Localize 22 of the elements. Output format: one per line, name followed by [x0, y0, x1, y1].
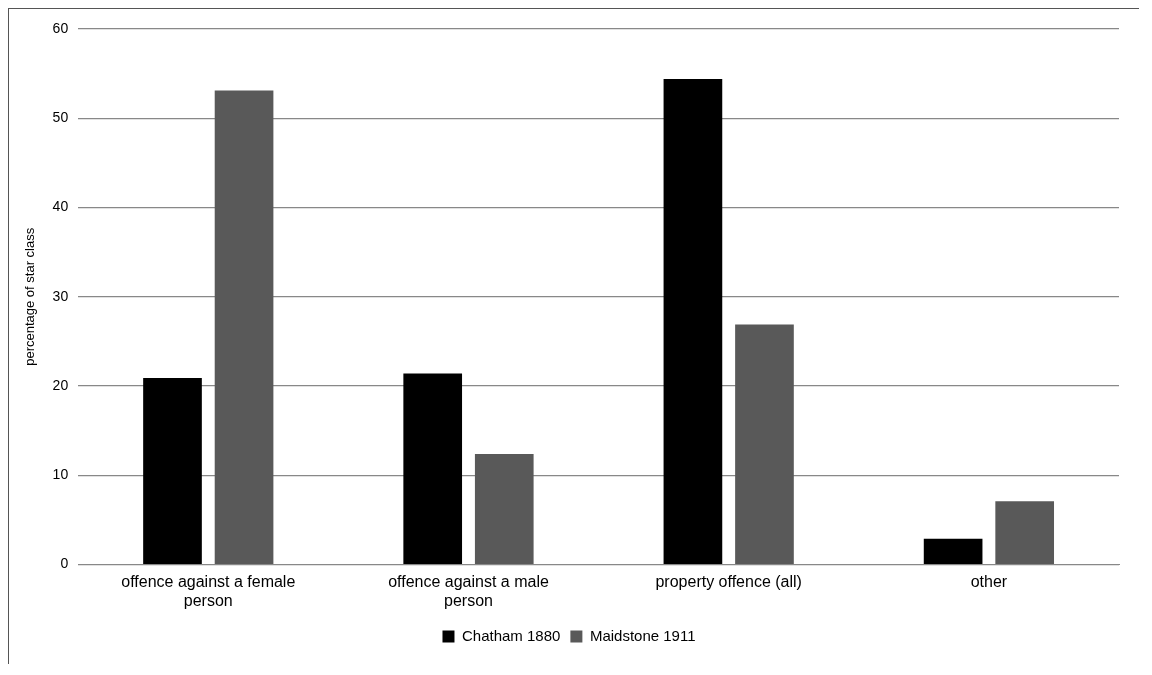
x-tick-label: offence against a male person — [388, 572, 549, 609]
bar — [663, 78, 723, 564]
legend-label: Chatham 1880 — [461, 626, 561, 644]
bar — [214, 90, 274, 564]
x-tick-label: property offence (all) — [655, 572, 802, 590]
y-tick-label: 30 — [52, 287, 69, 304]
x-tick-label: offence against a female person — [121, 572, 296, 609]
y-tick-label: 50 — [52, 109, 69, 126]
bar — [143, 378, 202, 564]
legend-label: Maidstone 1911 — [589, 626, 696, 644]
bar — [403, 373, 463, 564]
x-tick-label: other — [970, 572, 1008, 590]
bar — [995, 501, 1055, 564]
y-tick-label: 60 — [52, 19, 69, 36]
bar — [474, 453, 534, 564]
bar — [923, 538, 983, 564]
y-axis-title: percentage of star class — [22, 227, 38, 366]
bar — [735, 324, 794, 564]
y-tick-label: 40 — [52, 198, 69, 215]
y-tick-label: 10 — [52, 466, 69, 483]
y-tick-label: 20 — [52, 376, 69, 393]
y-tick-label: 0 — [60, 555, 69, 572]
